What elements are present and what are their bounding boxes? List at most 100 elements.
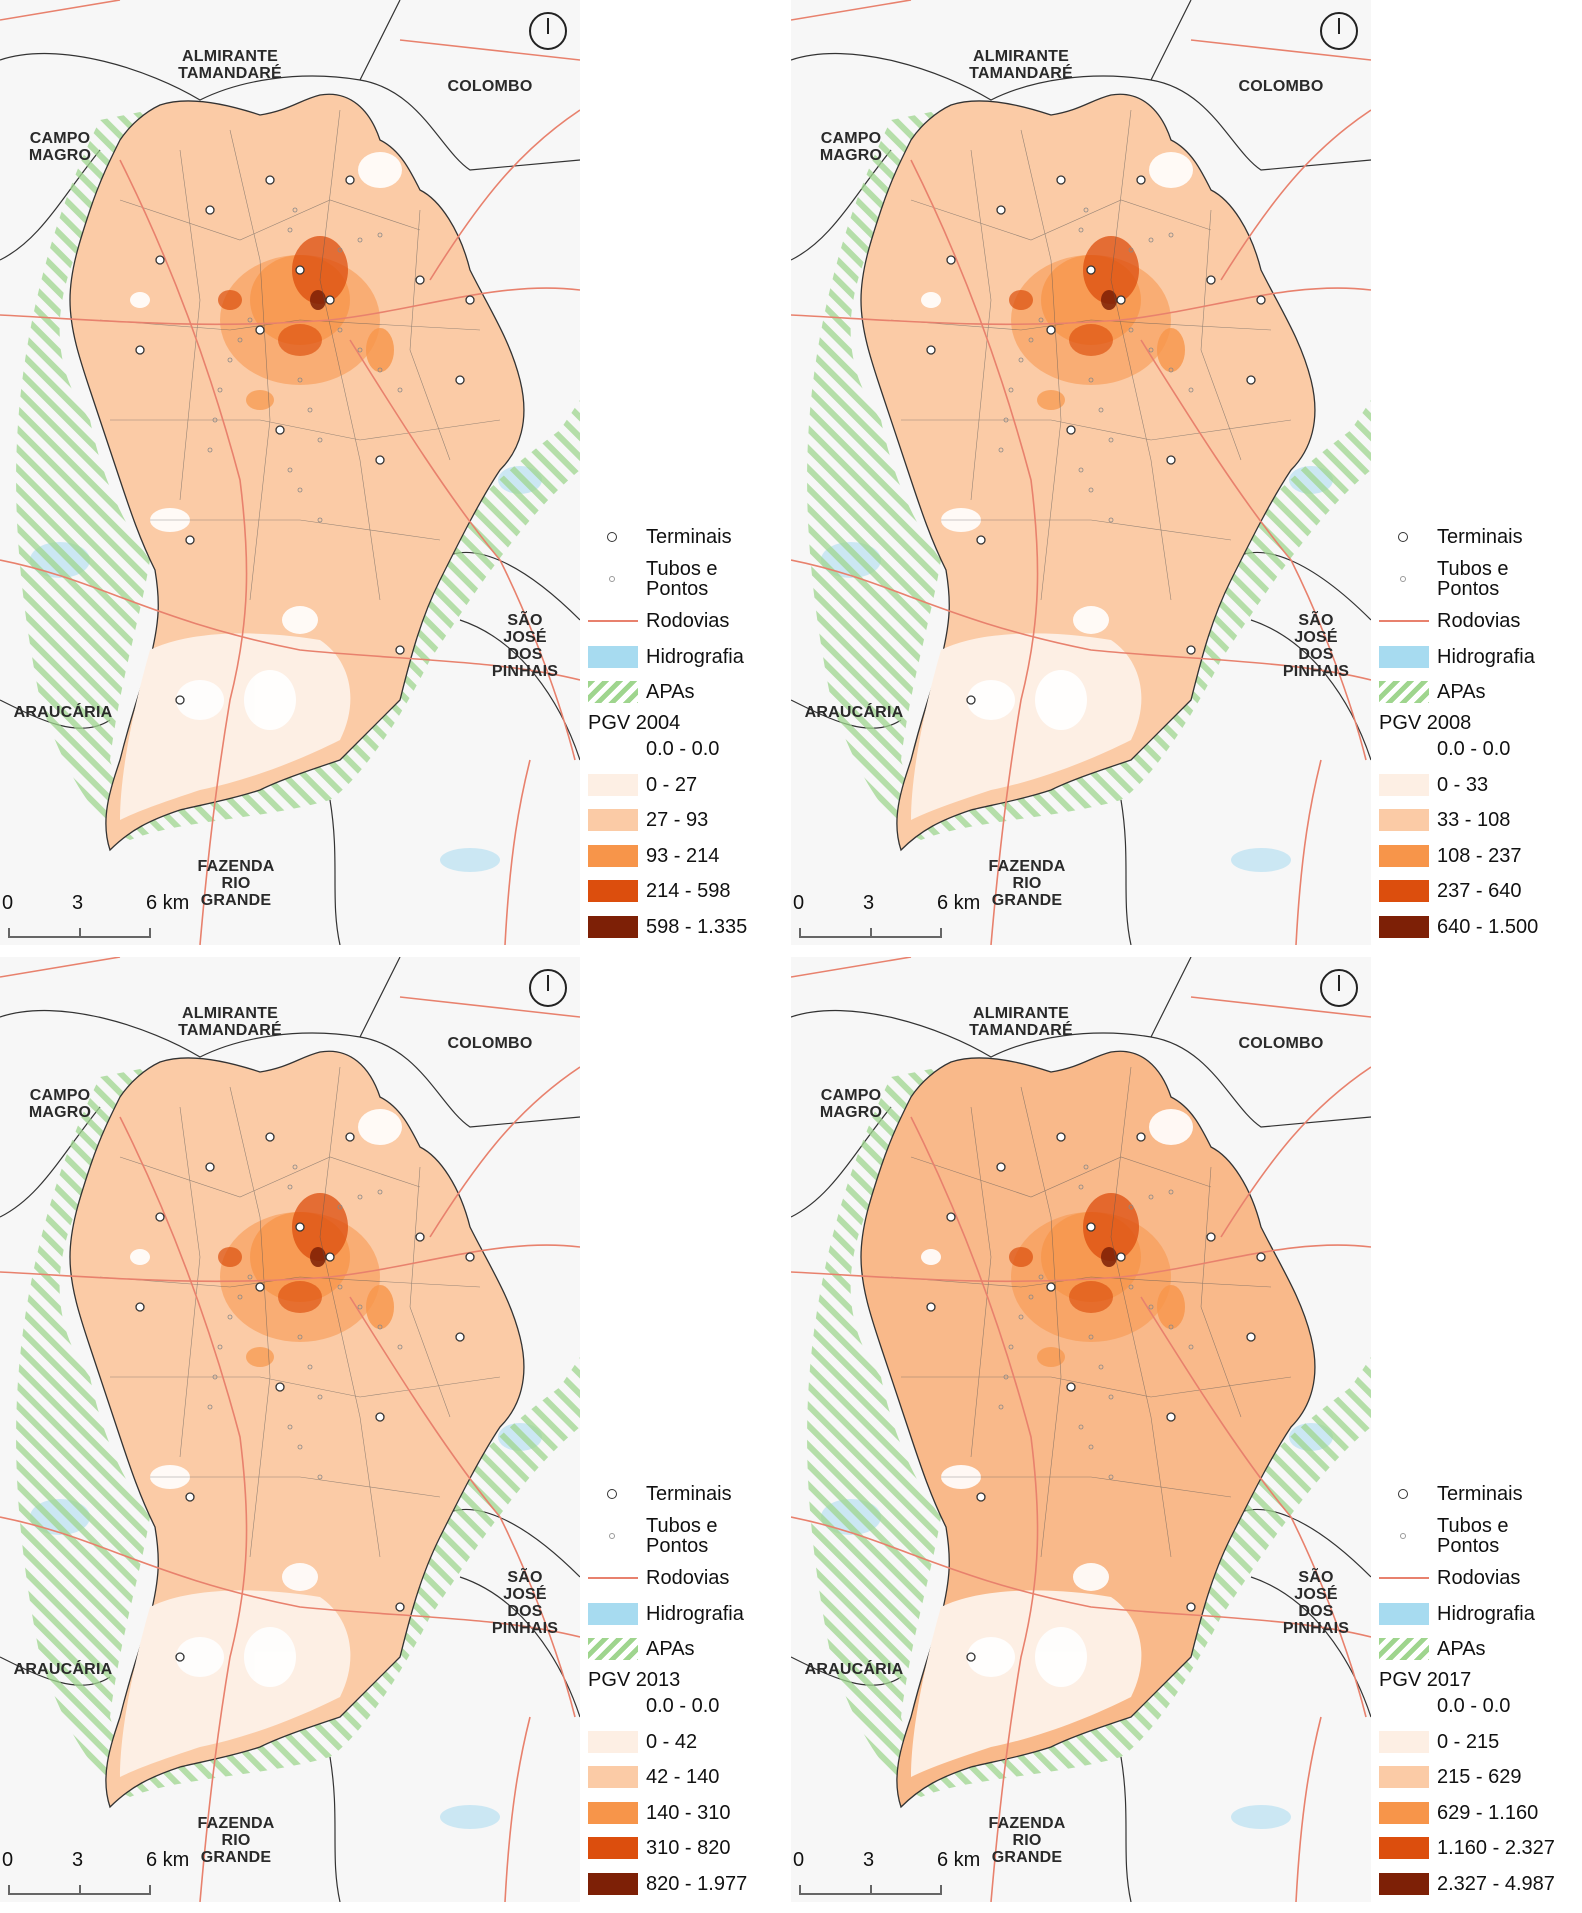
place-campo-magro: CAMPO MAGRO	[819, 1087, 883, 1121]
transit-stops	[926, 1132, 1266, 1662]
legend-class-4: 1.160 - 2.327	[1379, 1835, 1555, 1861]
legend-class-3: 93 - 214	[588, 843, 719, 869]
legend-rodovias-label: Rodovias	[1437, 610, 1521, 632]
scale-bar: 0 3 6 km	[791, 1849, 1001, 1897]
apa-areas	[16, 1067, 580, 1797]
legend-class-5: 598 - 1.335	[588, 914, 747, 940]
municipal-boundaries	[791, 0, 1371, 945]
place-almirante-tamandare: ALMIRANTE TAMANDARÉ	[969, 1005, 1073, 1039]
legend-terminais: Terminais	[1379, 524, 1523, 550]
class-label-3: 629 - 1.160	[1437, 1801, 1539, 1824]
scale-label-0: 0	[2, 892, 14, 914]
class-label-4: 214 - 598	[646, 880, 731, 902]
legend-rodovias-label: Rodovias	[1437, 1567, 1521, 1589]
pgv-title: PGV 2004	[588, 712, 681, 734]
legend-class-2: 215 - 629	[1379, 1764, 1522, 1790]
legend-terminais: Terminais	[588, 524, 732, 550]
legend-class-4: 214 - 598	[588, 878, 731, 904]
south-low-values	[911, 633, 1142, 820]
south-low-values	[120, 633, 351, 820]
scale-mid-tick	[79, 1885, 81, 1895]
legend-class-0: 0.0 - 0.0	[588, 736, 719, 762]
class-swatch-5	[1379, 915, 1429, 938]
legend-rodovias: Rodovias	[1379, 1565, 1520, 1591]
south-low-values	[911, 1590, 1142, 1777]
tubo-icon	[1379, 568, 1429, 590]
legend-hidrografia-label: Hidrografia	[646, 646, 744, 668]
class-swatch-3	[588, 844, 638, 867]
legend-tubos-label: Tubos e Pontos	[1437, 1515, 1509, 1557]
place-campo-magro: CAMPO MAGRO	[28, 1087, 92, 1121]
class-label-1: 0 - 27	[646, 773, 698, 796]
transit-stops	[135, 175, 475, 705]
south-low-values	[120, 1590, 351, 1777]
legend-class-0: 0.0 - 0.0	[588, 1693, 719, 1719]
place-colombo: COLOMBO	[1238, 78, 1324, 95]
class-swatch-0	[588, 1695, 638, 1717]
legend-rodovias-label: Rodovias	[646, 610, 730, 632]
terminal-icon	[1379, 526, 1429, 548]
terminal-icon	[1379, 1483, 1429, 1505]
legend-class-3: 108 - 237	[1379, 843, 1522, 869]
class-swatch-5	[588, 915, 638, 938]
class-swatch-5	[1379, 1872, 1429, 1895]
class-label-5: 598 - 1.335	[646, 915, 748, 938]
class-swatch-0	[1379, 738, 1429, 760]
class-label-0: 0.0 - 0.0	[646, 1695, 720, 1717]
map-canvas	[791, 957, 1371, 1902]
legend-apas: APAs	[588, 1636, 695, 1662]
class-label-1: 0 - 215	[1437, 1730, 1500, 1753]
rodovias-lines	[791, 957, 1371, 1902]
place-fazenda-rio-grande: FAZENDA RIO GRANDE	[197, 1815, 275, 1866]
terminal-icon	[588, 1483, 638, 1505]
legend-terminais-label: Terminais	[646, 526, 732, 548]
tubo-icon	[588, 568, 638, 590]
scale-label-6: 6 km	[937, 1849, 981, 1871]
class-swatch-4	[1379, 880, 1429, 902]
legend-tubos-label: Tubos e Pontos	[646, 1515, 718, 1557]
neighborhood-lines	[99, 109, 501, 601]
tubos-dots	[998, 207, 1194, 523]
transit-stops	[135, 1132, 475, 1662]
legend-class-1: 0 - 215	[1379, 1729, 1499, 1755]
legend: Terminais Tubos e Pontos Rodovias Hidrog…	[1379, 524, 1579, 954]
place-almirante-tamandare: ALMIRANTE TAMANDARÉ	[178, 48, 282, 82]
class-label-2: 42 - 140	[646, 1766, 720, 1788]
class-swatch-2	[1379, 809, 1429, 831]
class-swatch-1	[1379, 1730, 1429, 1753]
scale-label-3: 3	[863, 1849, 875, 1871]
apas-swatch	[1379, 1638, 1429, 1660]
legend-hidrografia-label: Hidrografia	[1437, 1603, 1535, 1625]
map-panel-2013: ALMIRANTE TAMANDARÉ COLOMBO CAMPO MAGRO …	[0, 957, 791, 1913]
legend-terminais: Terminais	[1379, 1481, 1523, 1507]
legend-pgv-title: PGV 2004	[588, 710, 680, 736]
legend-class-2: 33 - 108	[1379, 807, 1510, 833]
class-label-3: 93 - 214	[646, 844, 720, 867]
place-sao-jose-dos-pinhais: SÃO JOSÉ DOS PINHAIS	[491, 1569, 559, 1637]
rodovia-icon	[1379, 1567, 1429, 1589]
class-swatch-1	[588, 773, 638, 796]
tubos-dots	[207, 1164, 403, 1480]
legend-apas: APAs	[588, 679, 695, 705]
rodovia-icon	[588, 610, 638, 632]
legend-class-1: 0 - 27	[588, 772, 697, 798]
terminal-icon	[588, 526, 638, 548]
place-colombo: COLOMBO	[447, 78, 533, 95]
place-araucaria: ARAUCÁRIA	[804, 704, 904, 721]
place-fazenda-rio-grande: FAZENDA RIO GRANDE	[988, 858, 1066, 909]
legend-apas-label: APAs	[1437, 1638, 1486, 1660]
place-almirante-tamandare: ALMIRANTE TAMANDARÉ	[969, 48, 1073, 82]
legend-pgv-title: PGV 2013	[588, 1667, 680, 1693]
class-label-4: 237 - 640	[1437, 880, 1522, 902]
legend-pgv-title: PGV 2008	[1379, 710, 1471, 736]
map-panel-2004: ALMIRANTE TAMANDARÉ COLOMBO CAMPO MAGRO …	[0, 0, 791, 956]
class-swatch-3	[1379, 1801, 1429, 1824]
pgv-title: PGV 2017	[1379, 1669, 1472, 1691]
legend-tubos: Tubos e Pontos	[588, 1515, 736, 1557]
apas-swatch	[1379, 681, 1429, 703]
class-label-2: 27 - 93	[646, 809, 709, 831]
legend-class-5: 640 - 1.500	[1379, 914, 1538, 940]
class-label-2: 33 - 108	[1437, 809, 1511, 831]
class-swatch-4	[588, 1837, 638, 1859]
class-swatch-0	[588, 738, 638, 760]
